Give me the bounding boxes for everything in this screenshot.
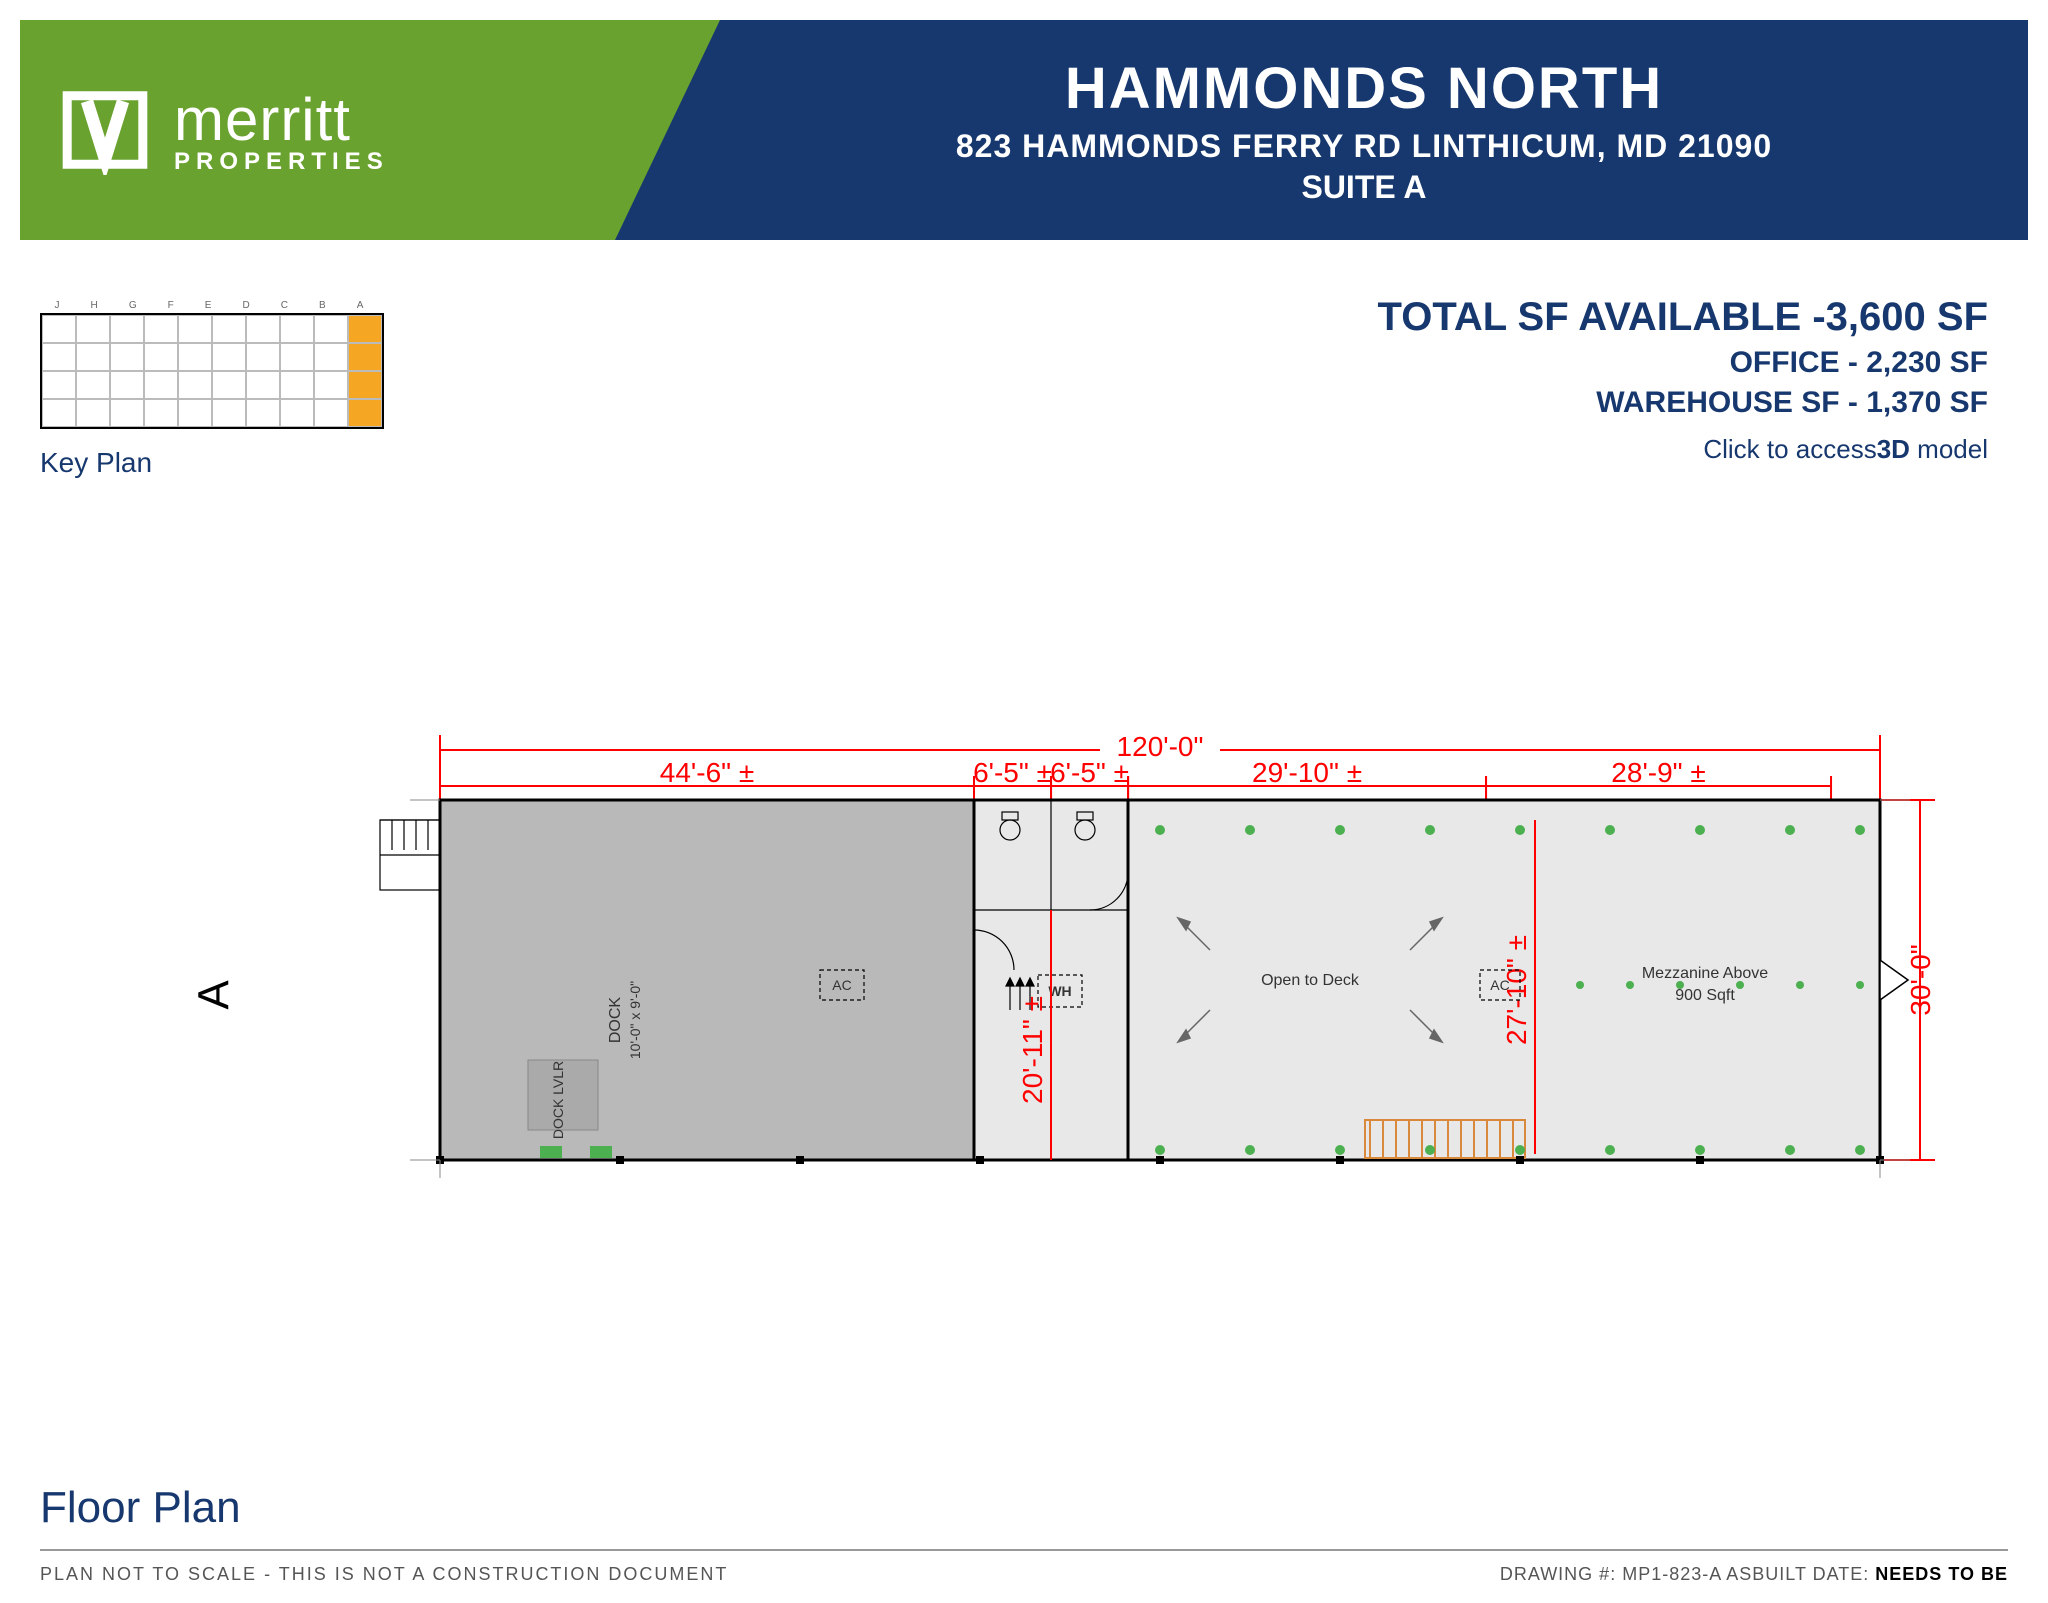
property-suite: SUITE A (1301, 169, 1426, 206)
banner-title-block: HAMMONDS NORTH 823 HAMMONDS FERRY RD LIN… (740, 20, 1988, 240)
svg-text:29'-10" ±: 29'-10" ± (1252, 757, 1362, 788)
exterior-steps-icon (392, 820, 428, 850)
availability-info: TOTAL SF AVAILABLE -3,600 SF OFFICE - 2,… (1378, 295, 1988, 465)
keyplan-title: Key Plan (40, 447, 384, 479)
svg-text:6'-5" ±: 6'-5" ± (973, 757, 1052, 788)
link-prefix: Click to access (1703, 434, 1876, 464)
ac-left-label: AC (832, 977, 851, 993)
mezz-text: Mezzanine Above (1642, 965, 1768, 982)
office-sf-label: OFFICE - (1730, 346, 1867, 379)
ac-right-label: AC (1490, 977, 1509, 993)
keyplan-grid (40, 313, 384, 429)
open-deck-label: Open to Deck (1261, 972, 1360, 989)
warehouse-sf-value: 1,370 SF (1866, 386, 1988, 419)
logo-brand: merritt (174, 85, 389, 154)
entry-arrow-icon (1880, 960, 1908, 1000)
merritt-logo-icon (60, 85, 150, 175)
floor-plan: 120'-0" 44'-6" ± 6'-5" ± 6'-5" ± 29'-10"… (180, 720, 1940, 1180)
warehouse-sf: WAREHOUSE SF - 1,370 SF (1378, 386, 1988, 420)
keyplan-col-labels: JHGFEDCBA (40, 300, 380, 311)
drawing-number: DRAWING #: MP1-823-A ASBUILT DATE: NEEDS… (1500, 1564, 2008, 1585)
dim-depth-text: 30'-0" (1905, 944, 1936, 1015)
banner-green-bg: merritt PROPERTIES (20, 20, 720, 240)
property-address: 823 HAMMONDS FERRY RD LINTHICUM, MD 2109… (956, 128, 1772, 165)
office-sf: OFFICE - 2,230 SF (1378, 346, 1988, 380)
disclaimer-text: PLAN NOT TO SCALE - THIS IS NOT A CONSTR… (40, 1564, 728, 1585)
bottom-rule (40, 1549, 2008, 1551)
svg-text:DOCK LVLR: DOCK LVLR (550, 1061, 566, 1139)
section-title: Floor Plan (40, 1483, 241, 1533)
total-sf-label: TOTAL SF AVAILABLE - (1378, 295, 1826, 339)
svg-text:28'-9" ±: 28'-9" ± (1611, 757, 1705, 788)
logo-sub: PROPERTIES (174, 148, 389, 176)
svg-text:44'-6" ±: 44'-6" ± (660, 757, 754, 788)
floorplan-svg: 120'-0" 44'-6" ± 6'-5" ± 6'-5" ± 29'-10"… (180, 720, 1940, 1180)
link-suffix: model (1910, 434, 1988, 464)
warehouse-sf-label: WAREHOUSE SF - (1596, 386, 1866, 419)
3d-model-link[interactable]: Click to access3D model (1378, 434, 1988, 465)
drawing-value: MP1-823-A (1622, 1564, 1721, 1584)
property-title: HAMMONDS NORTH (1065, 55, 1663, 122)
key-plan: JHGFEDCBA Key Plan (40, 300, 384, 479)
drawing-prefix: DRAWING #: (1500, 1564, 1622, 1584)
office-sf-value: 2,230 SF (1866, 346, 1988, 379)
dim-width-text: 120'-0" (1117, 731, 1204, 762)
logo-text: merritt PROPERTIES (174, 85, 389, 176)
dock-size: 10'-0" x 9'-0" (627, 981, 643, 1059)
header-banner: merritt PROPERTIES HAMMONDS NORTH 823 HA… (20, 20, 2028, 240)
dock-text: DOCK (607, 997, 624, 1044)
mezz-sub: 900 Sqft (1675, 987, 1735, 1004)
warehouse-area (440, 800, 974, 1160)
asbuilt-value: NEEDS TO BE (1875, 1564, 2008, 1584)
total-sf-value: 3,600 SF (1826, 295, 1988, 339)
svg-text:6'-5" ±: 6'-5" ± (1050, 757, 1129, 788)
asbuilt-prefix: ASBUILT DATE: (1721, 1564, 1875, 1584)
total-sf: TOTAL SF AVAILABLE -3,600 SF (1378, 295, 1988, 340)
link-bold: 3D (1877, 434, 1910, 464)
dim-20-11-text: 20'-11" ± (1017, 996, 1048, 1104)
